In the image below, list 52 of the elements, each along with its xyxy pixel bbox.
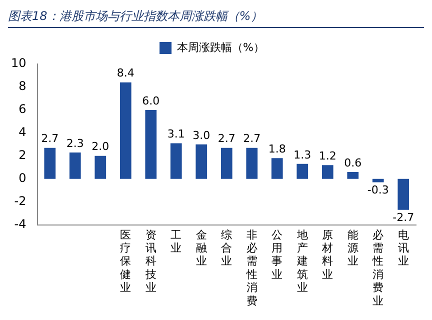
y-tick-label: -2 — [14, 194, 26, 208]
bar — [271, 158, 283, 179]
data-label: 2.7 — [41, 132, 59, 146]
data-label: 0.6 — [344, 156, 362, 170]
x-tick-label: 公用事业 — [272, 228, 283, 281]
bar — [372, 178, 384, 182]
data-label: 2.3 — [66, 136, 84, 150]
x-tick-label: 金融业 — [196, 228, 207, 268]
data-label: 2.0 — [92, 140, 110, 154]
data-label: -0.3 — [367, 184, 389, 197]
bar — [398, 178, 410, 210]
data-label: 3.1 — [167, 128, 185, 141]
bar — [347, 172, 359, 179]
bar — [44, 148, 56, 179]
x-tick-label: 非必需性消费 — [245, 228, 258, 308]
bar — [322, 165, 334, 179]
bar — [220, 148, 232, 179]
data-label: 8.4 — [116, 66, 134, 80]
x-tick-label: 能源业 — [347, 228, 358, 268]
legend-label: 本周涨跌幅（%） — [177, 40, 264, 54]
x-tick-label: 原材料业 — [321, 228, 334, 281]
x-tick-label: 电讯业 — [398, 228, 409, 268]
bar — [196, 144, 208, 179]
y-tick-label: -4 — [14, 216, 26, 231]
x-tick-label: 综合业 — [221, 228, 232, 268]
x-tick-label: 地产建筑业 — [296, 228, 308, 294]
y-tick-label: 0 — [18, 170, 26, 185]
y-tick-label: 2 — [18, 148, 26, 162]
x-tick-label: 医疗保健业 — [120, 228, 132, 294]
bar — [246, 148, 258, 179]
bar — [170, 143, 182, 179]
data-label: 1.2 — [318, 149, 336, 162]
y-tick-label: 4 — [18, 125, 26, 140]
data-label: -2.7 — [392, 211, 414, 224]
bar — [145, 110, 157, 179]
data-label: 1.3 — [294, 148, 312, 162]
x-tick-label: 工业 — [170, 228, 182, 254]
y-tick-label: 10 — [10, 56, 26, 70]
data-label: 2.7 — [243, 132, 261, 146]
y-tick-label: 6 — [18, 102, 26, 116]
y-tick-label: 8 — [18, 79, 26, 94]
x-tick-label: 资讯科技业 — [144, 228, 156, 294]
data-label: 2.7 — [218, 132, 236, 146]
x-tick-label: 必需性消费业 — [372, 228, 384, 308]
bar — [296, 164, 308, 179]
data-label: 3.0 — [192, 128, 210, 142]
bar — [94, 156, 106, 179]
chart-title: 图表18：港股市场与行业指数本周涨跌幅（%） — [8, 8, 424, 28]
data-label: 6.0 — [142, 94, 160, 108]
bar — [69, 152, 81, 179]
data-label: 1.8 — [268, 142, 286, 156]
bar — [120, 82, 132, 179]
